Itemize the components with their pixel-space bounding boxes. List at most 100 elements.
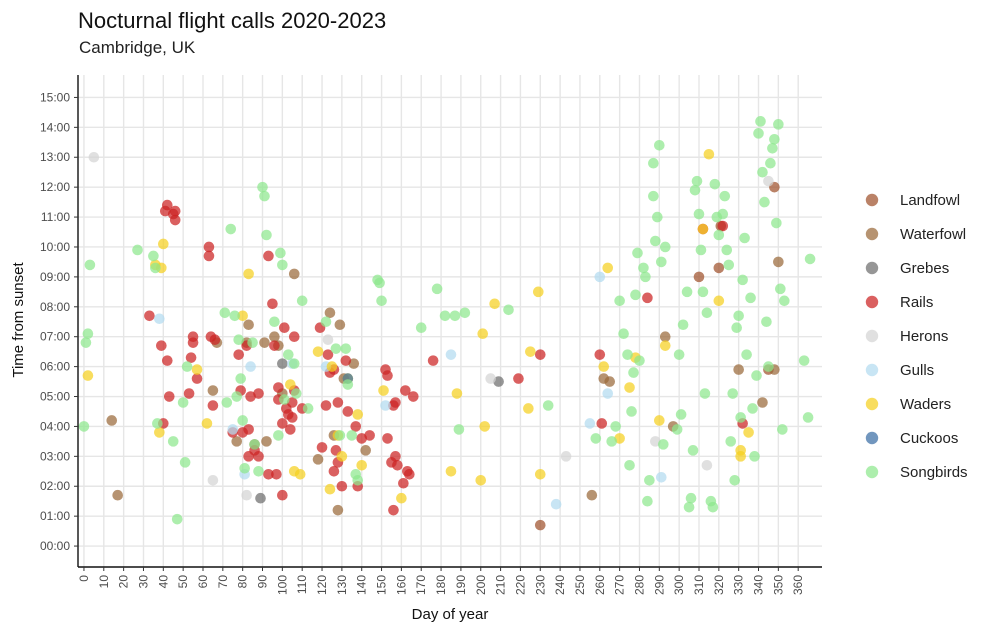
data-point-songbirds	[78, 421, 90, 432]
data-point-waders	[191, 364, 203, 375]
legend-item-songbirds: Songbirds	[865, 464, 968, 481]
data-point-grebes	[255, 492, 266, 504]
data-point-songbirds	[798, 355, 810, 366]
data-point-gulls	[380, 400, 391, 411]
y-tick-label: 06:00	[40, 360, 70, 374]
legend-marker	[865, 397, 879, 411]
data-point-rails	[288, 331, 300, 343]
data-point-waterfowl	[259, 337, 270, 348]
data-point-songbirds	[759, 196, 770, 208]
data-point-rails	[404, 468, 415, 480]
data-point-songbirds	[657, 439, 669, 450]
data-point-songbirds	[693, 208, 705, 220]
data-point-herons	[701, 460, 713, 471]
data-point-songbirds	[648, 157, 659, 169]
data-point-waders	[532, 286, 544, 298]
data-point-songbirds	[685, 492, 697, 504]
data-point-rails	[169, 205, 181, 217]
data-point-rails	[322, 349, 334, 360]
data-point-rails	[534, 349, 546, 360]
data-point-waders	[445, 465, 457, 477]
data-point-songbirds	[713, 229, 725, 241]
data-point-songbirds	[288, 358, 300, 369]
data-point-songbirds	[749, 451, 760, 462]
data-point-songbirds	[804, 253, 816, 265]
data-point-songbirds	[802, 412, 814, 423]
data-point-rails	[161, 355, 173, 366]
data-point-rails	[382, 370, 393, 381]
chart-subtitle: Cambridge, UK	[79, 38, 196, 57]
data-point-songbirds	[721, 244, 733, 256]
legend-item-waders: Waders	[865, 396, 951, 413]
data-point-songbirds	[618, 328, 629, 340]
data-point-songbirds	[320, 316, 332, 328]
y-tick-label: 05:00	[40, 390, 70, 404]
data-point-songbirds	[751, 370, 762, 381]
data-point-waterfowl	[112, 489, 123, 501]
y-tick-label: 15:00	[40, 90, 70, 104]
data-point-gulls	[445, 349, 457, 360]
x-tick-label: 250	[573, 575, 587, 595]
data-point-waders	[654, 415, 665, 426]
legend-label: Rails	[900, 294, 933, 311]
data-point-songbirds	[733, 310, 744, 322]
data-point-herons	[88, 151, 100, 163]
data-point-waders	[451, 388, 463, 399]
data-point-songbirds	[237, 415, 248, 426]
legend-label: Waders	[900, 396, 951, 413]
data-point-songbirds	[654, 139, 665, 151]
data-point-grebes	[277, 358, 288, 369]
data-point-songbirds	[681, 286, 693, 298]
data-point-rails	[390, 397, 401, 408]
x-tick-label: 80	[236, 575, 250, 589]
data-point-songbirds	[683, 501, 695, 513]
data-point-rails	[400, 385, 411, 396]
x-tick-label: 190	[454, 575, 468, 595]
data-point-songbirds	[650, 235, 661, 247]
data-point-rails	[407, 391, 419, 402]
data-point-songbirds	[340, 343, 352, 354]
data-point-waterfowl	[106, 415, 118, 426]
x-tick-label: 240	[553, 575, 567, 595]
data-point-rails	[328, 465, 340, 477]
data-point-songbirds	[737, 274, 748, 286]
data-point-rails	[284, 424, 296, 435]
data-point-waders	[713, 295, 725, 307]
data-point-songbirds	[431, 283, 443, 295]
data-point-waterfowl	[243, 319, 254, 331]
data-point-songbirds	[614, 295, 625, 307]
data-point-waterfowl	[207, 385, 219, 396]
data-point-waders	[82, 370, 94, 381]
data-point-songbirds	[659, 241, 671, 253]
y-tick-label: 04:00	[40, 419, 70, 433]
data-point-landfowl	[693, 271, 705, 283]
data-point-rails	[233, 349, 245, 360]
data-point-songbirds	[221, 397, 233, 408]
data-point-songbirds	[259, 190, 270, 202]
data-point-rails	[642, 292, 653, 304]
data-point-songbirds	[655, 256, 667, 268]
data-point-songbirds	[219, 307, 231, 319]
data-point-songbirds	[376, 295, 387, 307]
legend-marker	[865, 431, 879, 445]
data-point-rails	[187, 337, 199, 348]
data-point-gulls	[584, 418, 596, 429]
data-point-waders	[534, 468, 546, 480]
data-point-songbirds	[634, 355, 645, 366]
data-point-songbirds	[503, 304, 514, 316]
data-point-songbirds	[334, 430, 346, 441]
data-point-songbirds	[691, 175, 703, 187]
data-points	[78, 116, 816, 531]
data-point-songbirds	[753, 128, 764, 139]
data-point-herons	[560, 451, 572, 462]
data-point-songbirds	[290, 388, 302, 399]
data-point-songbirds	[638, 262, 649, 274]
data-point-songbirds	[779, 295, 790, 307]
x-tick-label: 310	[692, 575, 706, 595]
data-point-rails	[207, 400, 219, 411]
x-tick-label: 350	[771, 575, 785, 595]
x-tick-label: 60	[196, 575, 210, 589]
x-tick-label: 150	[375, 575, 389, 595]
data-point-rails	[277, 489, 288, 501]
data-point-songbirds	[727, 388, 739, 399]
